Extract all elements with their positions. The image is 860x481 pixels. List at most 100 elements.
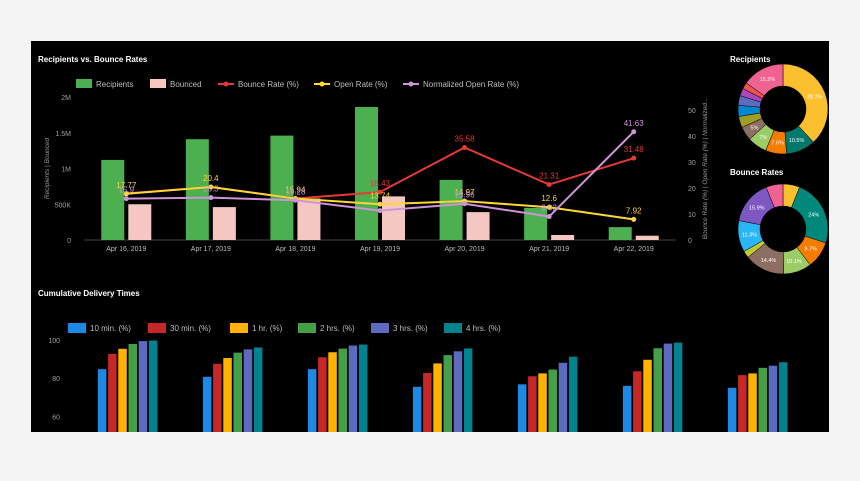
bounced-bar — [128, 204, 152, 240]
delivery-bar — [768, 365, 778, 432]
delivery-bar — [538, 373, 547, 432]
slice-label: 38.2% — [807, 95, 823, 101]
legend-label: 2 hrs. (%) — [320, 324, 355, 333]
delivery-bar — [622, 385, 632, 432]
delivery-bar — [223, 358, 232, 432]
legend-swatch — [68, 323, 86, 333]
delivery-bar — [738, 375, 747, 432]
legend-label: 4 hrs. (%) — [466, 324, 501, 333]
data-label: 41.63 — [624, 119, 645, 128]
series-point — [631, 129, 637, 135]
delivery-bar — [128, 343, 137, 432]
bounced-bar — [466, 212, 490, 240]
delivery-bar — [243, 349, 253, 432]
series-point — [462, 144, 468, 150]
delivery-bar — [453, 351, 463, 432]
series-point — [123, 196, 129, 202]
x-tick-label: Apr 16, 2019 — [106, 246, 146, 253]
recipients-donut-chart[interactable]: 38.2% 10.5% 7.6% 7%5% 15.2% — [721, 41, 829, 161]
legend-swatch — [444, 323, 462, 333]
delivery-bar — [348, 345, 358, 432]
delivery-bar — [673, 342, 683, 432]
bounced-bar — [212, 207, 236, 240]
y-tick-label: 0 — [67, 238, 71, 245]
delivery-bar — [423, 373, 432, 432]
delivery-bar — [758, 367, 767, 432]
y-tick-label: 1.5M — [55, 131, 71, 138]
delivery-bar — [338, 348, 347, 432]
legend-label: 1 hr. (%) — [252, 324, 283, 333]
y-right-tick-label: 0 — [688, 238, 692, 245]
y-tick-label: 100 — [48, 338, 60, 345]
delivery-times-chart[interactable]: 10 min. (%) 30 min. (%) 1 hr. (%) 2 hrs. (%… — [31, 299, 829, 432]
recipients-bounce-chart[interactable]: Recipients Bounced Bounce Rate (%) Open Rat… — [31, 41, 721, 281]
legend-marker — [319, 81, 325, 87]
series-point — [631, 216, 637, 222]
slice-label: 24% — [808, 213, 819, 219]
y-right-tick-label: 20 — [688, 186, 696, 193]
series-point — [631, 155, 637, 161]
data-label: 15.94 — [285, 186, 306, 195]
series-point — [377, 189, 383, 195]
x-tick-label: Apr 20, 2019 — [445, 246, 485, 253]
legend-label: 3 hrs. (%) — [393, 324, 428, 333]
data-label: 13.74 — [370, 191, 391, 200]
legend-swatch — [76, 79, 92, 88]
recipients-bar — [185, 139, 209, 240]
delivery-bar — [653, 348, 662, 432]
delivery-bar — [412, 386, 422, 432]
data-label: 15.9 — [118, 186, 134, 195]
recipients-bar — [439, 179, 463, 240]
delivery-bar — [517, 384, 527, 432]
data-label: 20.4 — [203, 174, 219, 183]
series-point — [123, 191, 129, 197]
x-tick-label: Apr 17, 2019 — [191, 246, 231, 253]
delivery-bar — [633, 371, 642, 432]
delivery-bar — [463, 348, 473, 432]
recipients-donut-title: Recipients — [730, 55, 771, 64]
x-tick-label: Apr 19, 2019 — [360, 246, 400, 253]
series-point — [546, 182, 552, 188]
delivery-bar — [778, 362, 788, 432]
legend-label: Recipients — [96, 80, 133, 89]
delivery-bar — [108, 353, 117, 432]
series-point — [377, 208, 383, 214]
y-right-tick-label: 40 — [688, 134, 696, 141]
delivery-bar — [253, 347, 263, 432]
delivery-bar — [138, 341, 148, 432]
donut-slice — [745, 63, 784, 97]
legend-label: Bounce Rate (%) — [238, 80, 299, 89]
recipients-bar — [608, 227, 632, 240]
slice-label: 11.3% — [742, 233, 757, 239]
series-point — [208, 184, 214, 190]
y-tick-label: 500K — [55, 202, 72, 209]
recipients-bar — [101, 159, 125, 240]
legend-swatch — [230, 323, 248, 333]
delivery-bar — [97, 369, 107, 432]
delivery-bar — [548, 369, 557, 432]
series-point — [546, 214, 552, 220]
series-point — [208, 195, 214, 201]
slice-label: 10.1% — [786, 259, 802, 265]
y-tick-label: 60 — [52, 415, 60, 422]
legend-swatch — [371, 323, 389, 333]
legend-swatch — [150, 79, 166, 88]
delivery-bar — [528, 376, 537, 432]
recipients-bar — [270, 135, 294, 240]
bounce-donut-title: Bounce Rates — [730, 168, 784, 177]
series-point — [292, 197, 298, 203]
data-label: 21.31 — [539, 172, 560, 181]
data-label: 14.97 — [455, 188, 476, 197]
delivery-bar — [202, 376, 212, 432]
donut-slice — [765, 183, 784, 208]
data-label: 31.48 — [624, 145, 645, 154]
bounced-bar — [551, 234, 575, 240]
x-tick-label: Apr 18, 2019 — [275, 246, 315, 253]
delivery-bar — [748, 373, 757, 432]
data-label: 12.6 — [541, 194, 557, 203]
y-right-axis-title: Bounce Rate (%) | Open Rate (%) | Normal… — [702, 97, 709, 239]
bounce-rates-donut-chart[interactable]: 24% 9.7%10.1% 14.4% 11.3% 15.9% — [721, 161, 829, 286]
slice-label: 5% — [751, 126, 759, 132]
data-label: 16.3 — [203, 185, 219, 194]
delivery-bar — [663, 343, 673, 432]
